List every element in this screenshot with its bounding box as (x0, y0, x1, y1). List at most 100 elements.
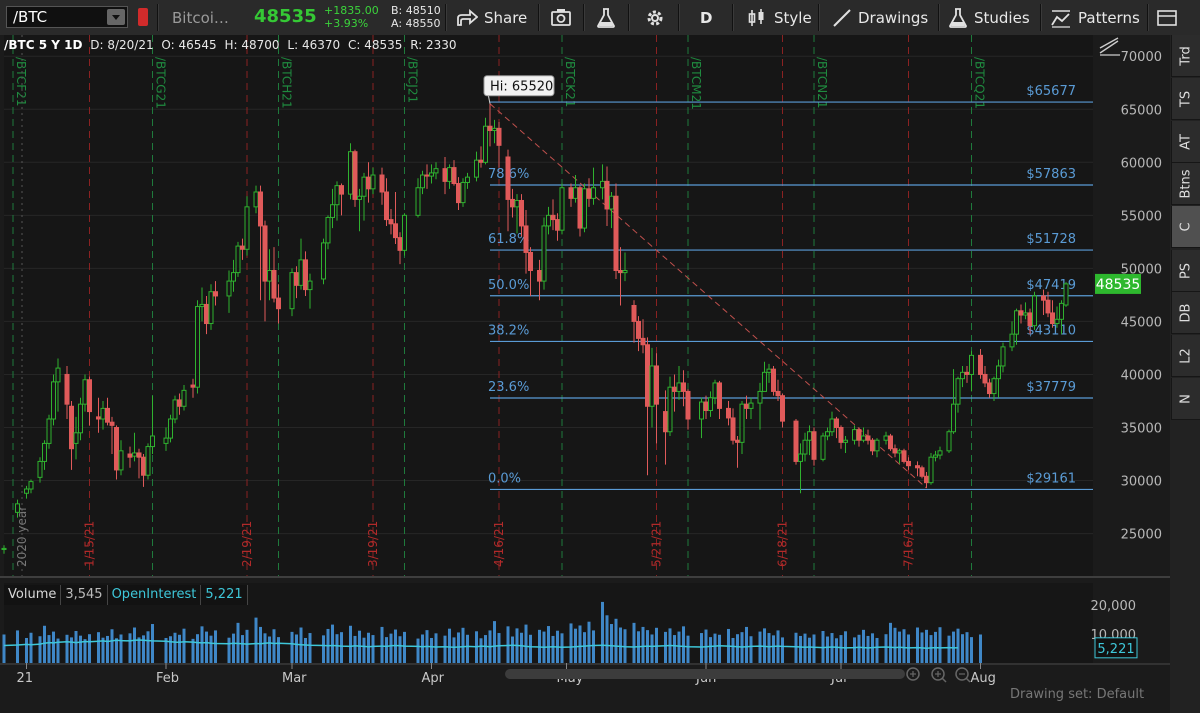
zoom-out-icon[interactable] (955, 667, 971, 683)
open-interest-box-label: 5,221 (1097, 642, 1134, 657)
month-label: 21 (17, 671, 34, 686)
candle-body (568, 187, 574, 199)
candle-body (636, 320, 641, 339)
right-tab-at[interactable]: AT (1171, 121, 1200, 163)
right-tab-label: N (1178, 393, 1194, 404)
candle-body (384, 191, 389, 221)
volume-bar (970, 637, 973, 663)
candle-body (429, 172, 434, 177)
right-tab-trd[interactable]: Trd (1171, 35, 1200, 77)
trend-line[interactable] (489, 103, 927, 489)
patterns-button[interactable]: Patterns (1050, 0, 1140, 35)
candle-body (24, 488, 29, 494)
right-tab-btns[interactable]: Btns (1171, 163, 1200, 205)
symbol-description: Bitcoi… (172, 8, 229, 27)
right-tab-l2[interactable]: L2 (1171, 335, 1200, 377)
right-tab-label: Trd (1178, 45, 1194, 66)
candle-body (730, 417, 736, 441)
volume-bar (749, 636, 753, 663)
candle-body (127, 453, 133, 458)
right-tab-ps[interactable]: PS (1171, 250, 1200, 292)
right-tab-n[interactable]: N (1171, 378, 1200, 420)
settings-button[interactable] (644, 0, 666, 35)
volume-bar (47, 635, 51, 663)
drawing-tools-icon[interactable] (1099, 37, 1120, 56)
flag-icon[interactable] (138, 8, 148, 26)
candle-body (244, 206, 250, 250)
last-price-label: 48535 (1096, 277, 1141, 293)
candle-body (708, 397, 713, 412)
volume-bar (938, 627, 942, 663)
share-button[interactable]: Share (456, 0, 527, 35)
candle-body (442, 168, 448, 182)
zoom-in-icon[interactable] (931, 667, 947, 683)
last-price-box (1095, 273, 1141, 294)
candle-body (339, 185, 344, 195)
volume-bar (866, 635, 870, 663)
drawings-button[interactable]: Drawings (832, 0, 928, 35)
flask-button[interactable] (596, 0, 616, 35)
volume-bar (295, 634, 298, 663)
candle-body (1050, 312, 1055, 325)
volume-bar (268, 636, 271, 663)
volume-bar (443, 635, 447, 663)
horizontal-scrollbar[interactable] (505, 669, 905, 679)
candle-body (379, 174, 385, 193)
crosshair-icon[interactable] (906, 667, 920, 681)
layout-button[interactable] (1156, 0, 1178, 35)
candle-body (537, 269, 542, 282)
volume-bar (614, 618, 618, 663)
candle-body (483, 125, 488, 163)
candle-body (604, 180, 610, 210)
candle-body (586, 188, 592, 199)
price-chart[interactable]: 25000 30000 35000 40000 45000 50000 55000 60000… (0, 35, 1170, 713)
candle-body (370, 174, 376, 190)
volume-bar (25, 637, 28, 663)
right-tab-label: PS (1178, 262, 1194, 279)
volume-bar (578, 625, 582, 663)
volume-bar (340, 632, 343, 663)
y-tick-label: 35000 (1121, 421, 1162, 436)
candle-body (1018, 310, 1024, 316)
style-button[interactable]: Style (746, 0, 812, 35)
candle-body (321, 242, 326, 280)
right-tab-db[interactable]: DB (1171, 292, 1200, 334)
candle-body (703, 401, 709, 412)
studies-button[interactable]: Studies (948, 0, 1030, 35)
high-annotation-box (483, 75, 555, 97)
price-pane (4, 35, 1093, 576)
volume-bar (191, 638, 195, 663)
candle-body (843, 439, 848, 443)
candle-body (919, 467, 925, 477)
aggregation-button[interactable]: D (700, 8, 713, 27)
y-tick-label: 30000 (1121, 475, 1162, 490)
candle-body (933, 454, 938, 458)
volume-bar (308, 633, 312, 663)
candle-body (739, 403, 745, 443)
open-interest-line (3, 639, 959, 649)
volume-bar (560, 633, 564, 663)
volume-bar (736, 634, 739, 663)
candle-body (726, 407, 731, 419)
right-tab-ts[interactable]: TS (1171, 78, 1200, 120)
header-range: R: 2330 (410, 38, 457, 52)
contract-marker-label: /BTCK21 (563, 57, 577, 107)
volume-bar (835, 638, 838, 663)
volume-bar (434, 633, 438, 663)
candle-body (744, 403, 749, 409)
volume-bar (587, 621, 591, 663)
volume-bar (119, 634, 123, 663)
candle-body (240, 245, 245, 250)
right-tab-c[interactable]: C (1171, 206, 1200, 248)
candle-body (289, 272, 295, 310)
candle-body (712, 382, 718, 399)
volume-bar (673, 635, 676, 663)
candle-body (388, 219, 394, 225)
snapshot-button[interactable] (550, 0, 572, 35)
symbol-selector[interactable]: /BTC (6, 6, 128, 28)
volume-bar (677, 631, 681, 663)
candle-body (231, 272, 236, 282)
chevron-down-icon[interactable] (107, 9, 125, 25)
volume-bar (520, 632, 523, 663)
candle-body (307, 280, 313, 291)
